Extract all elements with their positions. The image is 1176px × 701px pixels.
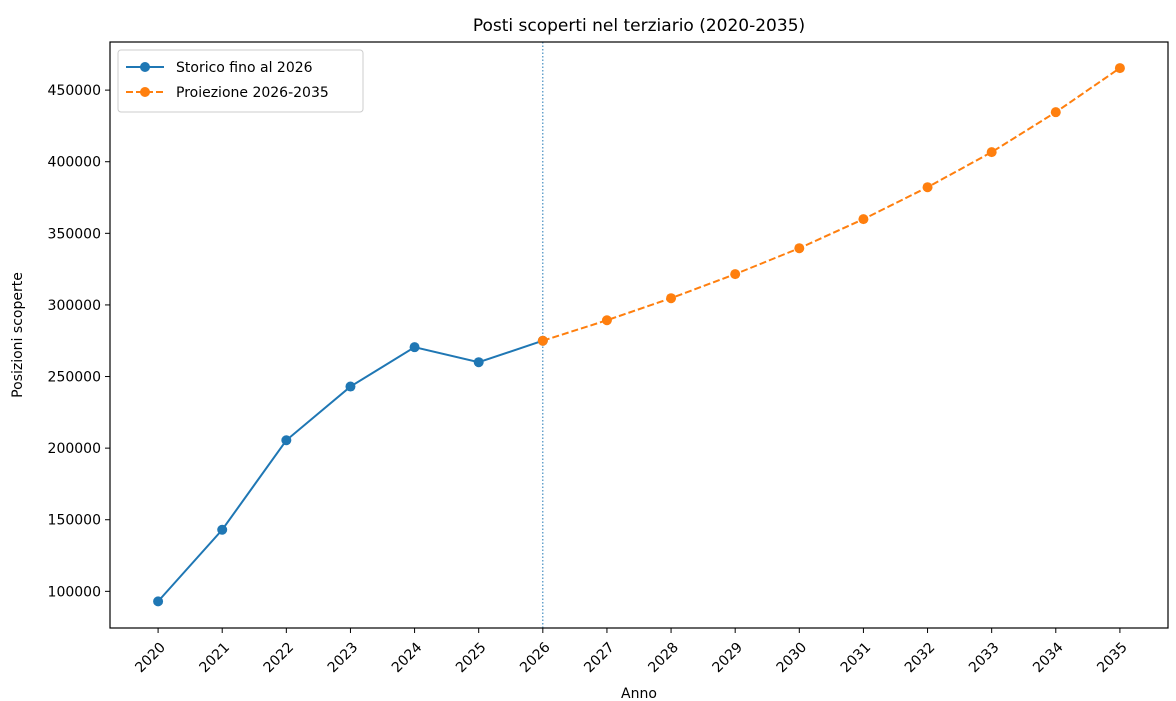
y-tick-label: 100000: [48, 584, 101, 600]
line: [542, 67, 1121, 342]
x-tick-label: 2029: [709, 640, 746, 677]
x-tick-label: 2024: [389, 639, 426, 676]
x-tick-label: 2030: [774, 640, 811, 677]
x-tick-label: 2034: [1030, 639, 1067, 676]
y-tick-label: 150000: [48, 513, 101, 529]
y-tick-label: 200000: [48, 441, 101, 457]
point: [153, 596, 164, 607]
x-tick-label: 2028: [645, 640, 682, 677]
point: [281, 435, 292, 446]
point: [217, 524, 228, 535]
x-tick-label: 2022: [261, 640, 298, 677]
point: [409, 342, 420, 353]
x-tick-label: 2027: [581, 640, 618, 677]
x-tick-label: 2035: [1094, 640, 1131, 677]
plot-frame: [109, 41, 1169, 629]
point: [345, 381, 356, 392]
legend-marker: [140, 87, 150, 97]
line: [157, 339, 544, 603]
y-tick-label: 300000: [48, 298, 101, 314]
x-tick-label: 2026: [517, 639, 554, 676]
legend-marker: [140, 62, 150, 72]
point: [1050, 107, 1061, 118]
chart-title: Posti scoperti nel terziario (2020-2035): [473, 16, 805, 36]
x-axis-label: Anno: [621, 686, 657, 701]
x-tick-label: 2020: [132, 640, 169, 677]
legend-label: Storico fino al 2026: [176, 60, 313, 76]
point: [730, 269, 741, 280]
point: [1114, 63, 1125, 74]
point: [858, 214, 869, 225]
point: [666, 293, 677, 304]
point: [794, 243, 805, 254]
point: [922, 182, 933, 193]
y-tick-label: 250000: [48, 370, 101, 386]
x-tick-label: 2025: [453, 640, 490, 677]
point: [986, 147, 997, 158]
x-tick-label: 2023: [325, 640, 362, 677]
legend-label: Proiezione 2026-2035: [176, 85, 329, 101]
x-tick-label: 2021: [197, 640, 234, 677]
y-tick-label: 450000: [48, 83, 101, 99]
point: [537, 335, 548, 346]
y-tick-label: 400000: [48, 155, 101, 171]
legend-box: [117, 49, 364, 113]
y-axis-label: Posizioni scoperte: [10, 272, 26, 398]
x-tick-label: 2032: [902, 640, 939, 677]
x-tick-label: 2031: [838, 640, 875, 677]
point: [473, 357, 484, 368]
y-tick-label: 350000: [48, 226, 101, 242]
x-tick-label: 2033: [966, 640, 1003, 677]
point: [601, 315, 612, 326]
